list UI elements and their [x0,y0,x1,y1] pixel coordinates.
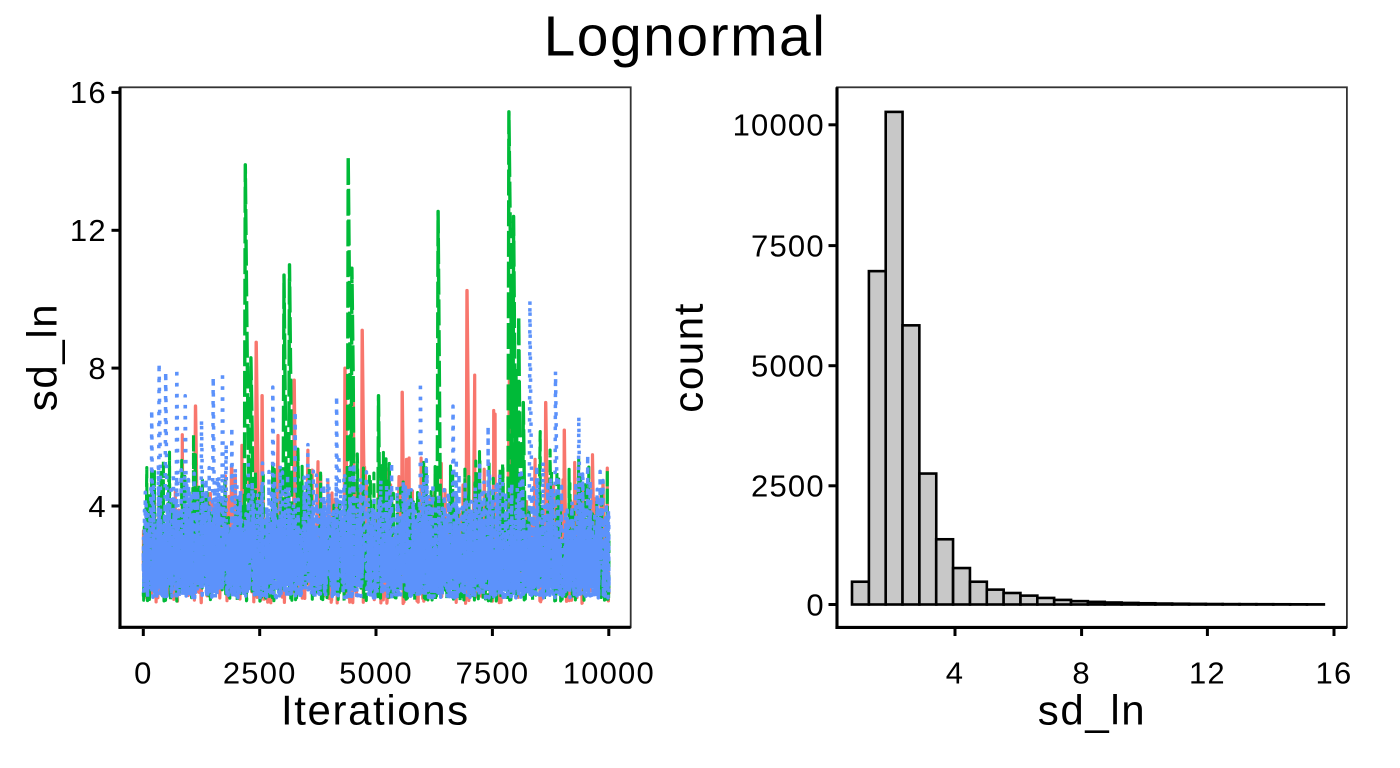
svg-text:16: 16 [1316,656,1353,691]
svg-text:count: count [665,302,712,413]
svg-text:7500: 7500 [751,228,825,263]
svg-text:Iterations: Iterations [281,687,470,734]
svg-text:2500: 2500 [751,469,825,504]
svg-text:12: 12 [1189,656,1226,691]
svg-text:12: 12 [70,213,107,248]
svg-text:10000: 10000 [733,108,825,143]
svg-text:8: 8 [1072,656,1090,691]
svg-text:10000: 10000 [563,656,655,691]
svg-text:sd_ln: sd_ln [19,303,66,411]
svg-text:0: 0 [134,656,152,691]
svg-text:5000: 5000 [339,656,413,691]
svg-text:Lognormal: Lognormal [544,5,827,69]
svg-text:5000: 5000 [751,349,825,384]
svg-text:2500: 2500 [223,656,297,691]
svg-text:16: 16 [70,75,107,110]
svg-text:4: 4 [88,489,106,524]
svg-text:8: 8 [88,351,106,386]
svg-text:7500: 7500 [456,656,530,691]
svg-text:sd_ln: sd_ln [1038,686,1146,733]
svg-text:4: 4 [946,656,964,691]
svg-text:0: 0 [806,587,824,622]
